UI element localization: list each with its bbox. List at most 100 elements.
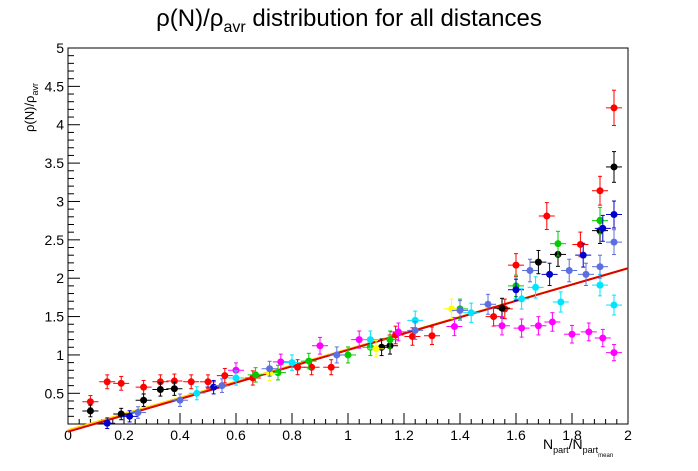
data-point: [193, 389, 201, 397]
data-point: [204, 378, 212, 386]
data-point: [582, 270, 590, 278]
data-point: [218, 382, 226, 390]
title-sub: avr: [223, 19, 246, 36]
data-point: [294, 363, 302, 371]
data-point: [372, 345, 380, 353]
data-point: [512, 261, 520, 269]
x-tick-label: 0.8: [282, 427, 302, 443]
data-point: [596, 217, 604, 225]
ylabel-main: ρ(N)/ρ: [22, 96, 37, 132]
x-tick-label: 1.8: [562, 427, 582, 443]
title-rest: distribution for all distances: [246, 5, 542, 32]
data-point: [557, 298, 565, 306]
data-point: [140, 383, 148, 391]
x-axis-label: Npart/Npartmean: [543, 436, 613, 459]
data-point: [117, 379, 125, 387]
y-axis-label: ρ(N)/ρavr: [22, 83, 40, 132]
data-point: [103, 419, 111, 427]
data-point: [355, 336, 363, 344]
data-point: [599, 224, 607, 232]
y-tick-label: 4.5: [45, 78, 65, 94]
xlabel-s1: part: [553, 445, 569, 455]
data-point: [252, 371, 260, 379]
y-tick-label: 2: [56, 270, 64, 286]
data-point: [554, 240, 562, 248]
data-point: [277, 358, 285, 366]
data-point: [610, 301, 618, 309]
data-point: [103, 378, 111, 386]
data-point: [386, 336, 394, 344]
data-point: [411, 316, 419, 324]
x-tick-label: 0: [64, 427, 72, 443]
data-point: [610, 349, 618, 357]
y-tick-label: 1.5: [45, 309, 65, 325]
data-point: [428, 332, 436, 340]
data-point: [333, 351, 341, 359]
data-point: [467, 309, 475, 317]
data-point: [484, 300, 492, 308]
data-point: [518, 324, 526, 332]
data-point: [610, 211, 618, 219]
data-point: [316, 342, 324, 350]
title-main: ρ(N)/ρ: [156, 5, 223, 32]
x-tick-label: 1.2: [394, 427, 414, 443]
x-tick-label: 0.4: [170, 427, 190, 443]
data-point: [456, 306, 464, 314]
xlabel-s3: mean: [598, 453, 613, 459]
data-point: [498, 304, 506, 312]
data-point: [596, 281, 604, 289]
x-tick-label: 0.6: [226, 427, 246, 443]
data-point: [610, 238, 618, 246]
data-point: [232, 374, 240, 382]
data-point: [344, 351, 352, 359]
data-point: [86, 407, 94, 415]
data-point: [448, 305, 456, 313]
data-point: [274, 369, 282, 377]
data-point: [546, 270, 554, 278]
data-point: [221, 372, 229, 380]
data-point: [394, 328, 402, 336]
x-tick-label: 2: [624, 427, 632, 443]
x-tick-label: 1.4: [450, 427, 470, 443]
y-tick-label: 2.5: [45, 232, 65, 248]
data-point: [140, 396, 148, 404]
xlabel-p2: /N: [569, 436, 583, 452]
data-point: [610, 163, 618, 171]
data-point: [176, 396, 184, 404]
data-point: [534, 258, 542, 266]
y-tick-label: 5: [56, 40, 64, 56]
data-point: [134, 408, 142, 416]
y-tick-label: 3.5: [45, 155, 65, 171]
data-point: [596, 187, 604, 195]
data-point: [565, 267, 573, 275]
data-point: [170, 385, 178, 393]
data-point: [610, 104, 618, 112]
data-point: [518, 295, 526, 303]
data-point: [156, 378, 164, 386]
data-point: [526, 267, 534, 275]
data-point: [512, 286, 520, 294]
data-point: [117, 410, 125, 418]
x-tick-label: 1: [344, 427, 352, 443]
data-point: [327, 363, 335, 371]
chart-title: ρ(N)/ρavr distribution for all distances: [156, 5, 542, 36]
data-point: [170, 377, 178, 385]
data-point: [576, 240, 584, 248]
y-tick-label: 1: [56, 347, 64, 363]
xlabel-p1: N: [543, 436, 553, 452]
data-point: [599, 334, 607, 342]
data-point: [156, 385, 164, 393]
x-tick-label: 1.6: [506, 427, 526, 443]
data-point: [450, 323, 458, 331]
data-point: [232, 366, 240, 374]
data-point: [568, 330, 576, 338]
data-point: [585, 328, 593, 336]
ylabel-sub: avr: [30, 83, 40, 96]
data-point: [543, 212, 551, 220]
data-point: [86, 398, 94, 406]
data-point: [490, 313, 498, 321]
data-point: [210, 383, 218, 391]
data-point: [532, 283, 540, 291]
data-point: [548, 318, 556, 326]
